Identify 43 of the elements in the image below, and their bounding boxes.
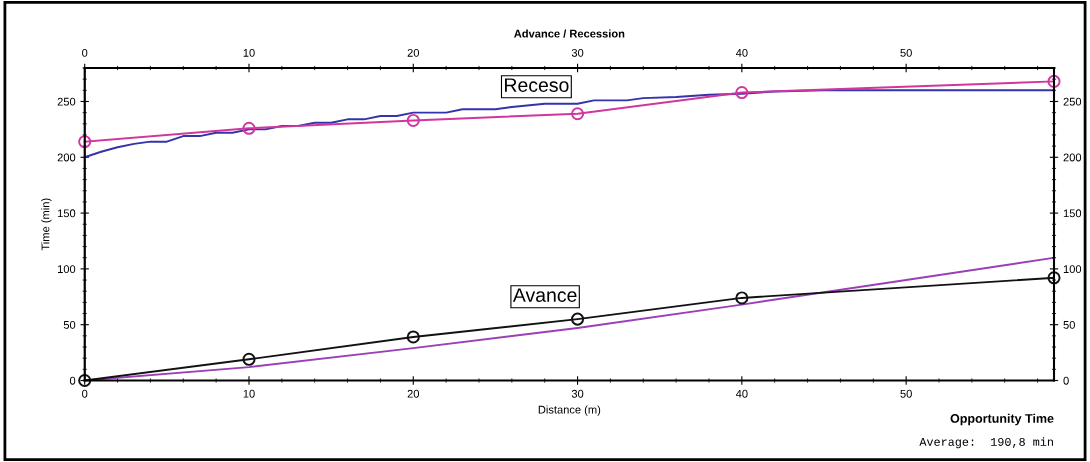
y2-tick-label: 150 [1063, 209, 1082, 218]
x-axis-title: Distance (m) [538, 405, 601, 416]
point [571, 312, 585, 326]
point [571, 107, 585, 121]
x2-tick-label: 40 [735, 48, 748, 57]
x-tick-label: 10 [243, 389, 255, 398]
y-tick-label: 0 [69, 376, 76, 385]
point [242, 352, 256, 366]
point [735, 291, 749, 305]
annotation: Avance [512, 288, 577, 302]
point [735, 86, 749, 100]
x2-tick-label: 50 [900, 48, 912, 57]
y2-tick-label: 200 [1063, 153, 1082, 162]
x-tick-label: 0 [82, 389, 88, 398]
point [406, 113, 420, 127]
y-tick-label: 150 [57, 209, 76, 218]
point [242, 121, 256, 135]
chart-title: Advance / Recession [514, 29, 625, 38]
y2-tick-label: 250 [1063, 97, 1082, 106]
y-tick-label: 50 [63, 320, 76, 329]
x-tick-label: 50 [900, 389, 912, 398]
x-tick-label: 30 [571, 389, 584, 398]
y-tick-label: 200 [57, 153, 76, 162]
text: Average: 190,8 min [919, 437, 1053, 449]
point [406, 330, 420, 344]
x2-tick-label: 30 [571, 48, 584, 57]
y2-tick-label: 100 [1063, 265, 1082, 274]
annotation: Receso [505, 78, 569, 92]
x2-tick-label: 10 [243, 48, 255, 57]
text: Opportunity Time [950, 413, 1054, 426]
x-tick-label: 20 [407, 389, 420, 398]
y2-tick-label: 50 [1063, 320, 1075, 329]
y2-tick-label: 0 [1063, 376, 1069, 385]
point [1047, 271, 1061, 285]
y-tick-label: 250 [57, 97, 76, 106]
point [78, 373, 92, 388]
y-axis-title: Time (min) [41, 198, 52, 251]
point [78, 135, 92, 149]
x-tick-label: 40 [735, 389, 748, 398]
x2-tick-label: 0 [82, 48, 88, 57]
x2-tick-label: 20 [407, 48, 420, 57]
y-tick-label: 100 [57, 265, 76, 274]
point [1047, 74, 1061, 88]
